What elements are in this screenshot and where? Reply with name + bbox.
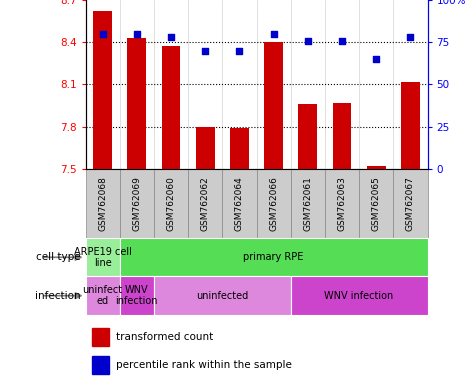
Text: GSM762062: GSM762062 xyxy=(201,176,209,231)
FancyBboxPatch shape xyxy=(86,238,120,276)
Bar xyxy=(92,328,109,346)
FancyBboxPatch shape xyxy=(86,276,120,315)
Text: primary RPE: primary RPE xyxy=(243,252,304,262)
Bar xyxy=(196,127,215,169)
FancyBboxPatch shape xyxy=(222,169,256,238)
Text: GSM762065: GSM762065 xyxy=(372,176,380,231)
Bar xyxy=(92,356,109,374)
Text: ARPE19 cell
line: ARPE19 cell line xyxy=(74,247,132,268)
Text: GSM762064: GSM762064 xyxy=(235,176,244,231)
Point xyxy=(133,31,141,37)
Text: GSM762063: GSM762063 xyxy=(338,176,346,231)
Point xyxy=(99,31,106,37)
Bar xyxy=(367,166,386,169)
Bar xyxy=(162,46,180,169)
Point xyxy=(338,38,346,44)
FancyBboxPatch shape xyxy=(120,238,428,276)
Text: percentile rank within the sample: percentile rank within the sample xyxy=(116,360,292,370)
Text: GSM762061: GSM762061 xyxy=(304,176,312,231)
FancyBboxPatch shape xyxy=(154,276,291,315)
Text: transformed count: transformed count xyxy=(116,332,214,342)
Point xyxy=(201,48,209,54)
Point xyxy=(372,56,380,62)
Point xyxy=(167,34,175,40)
Text: GSM762060: GSM762060 xyxy=(167,176,175,231)
FancyBboxPatch shape xyxy=(325,169,359,238)
Text: WNV infection: WNV infection xyxy=(324,291,394,301)
Text: uninfected: uninfected xyxy=(196,291,248,301)
FancyBboxPatch shape xyxy=(256,169,291,238)
Text: GSM762069: GSM762069 xyxy=(133,176,141,231)
Bar xyxy=(93,11,112,169)
FancyBboxPatch shape xyxy=(120,276,154,315)
Text: GSM762067: GSM762067 xyxy=(406,176,415,231)
FancyBboxPatch shape xyxy=(86,169,120,238)
FancyBboxPatch shape xyxy=(291,169,325,238)
FancyBboxPatch shape xyxy=(154,169,188,238)
Text: uninfect
ed: uninfect ed xyxy=(83,285,123,306)
Text: infection: infection xyxy=(35,291,81,301)
Bar xyxy=(401,82,420,169)
Text: cell type: cell type xyxy=(36,252,81,262)
FancyBboxPatch shape xyxy=(188,169,222,238)
FancyBboxPatch shape xyxy=(359,169,393,238)
Bar xyxy=(230,128,249,169)
FancyBboxPatch shape xyxy=(291,276,428,315)
Point xyxy=(304,38,312,44)
Point xyxy=(270,31,277,37)
Bar xyxy=(332,103,352,169)
Text: WNV
infection: WNV infection xyxy=(115,285,158,306)
Bar xyxy=(298,104,317,169)
Point xyxy=(407,34,414,40)
Text: GSM762068: GSM762068 xyxy=(98,176,107,231)
Bar xyxy=(264,42,283,169)
Bar xyxy=(127,38,146,169)
Text: GSM762066: GSM762066 xyxy=(269,176,278,231)
FancyBboxPatch shape xyxy=(120,169,154,238)
Point xyxy=(236,48,243,54)
FancyBboxPatch shape xyxy=(393,169,428,238)
